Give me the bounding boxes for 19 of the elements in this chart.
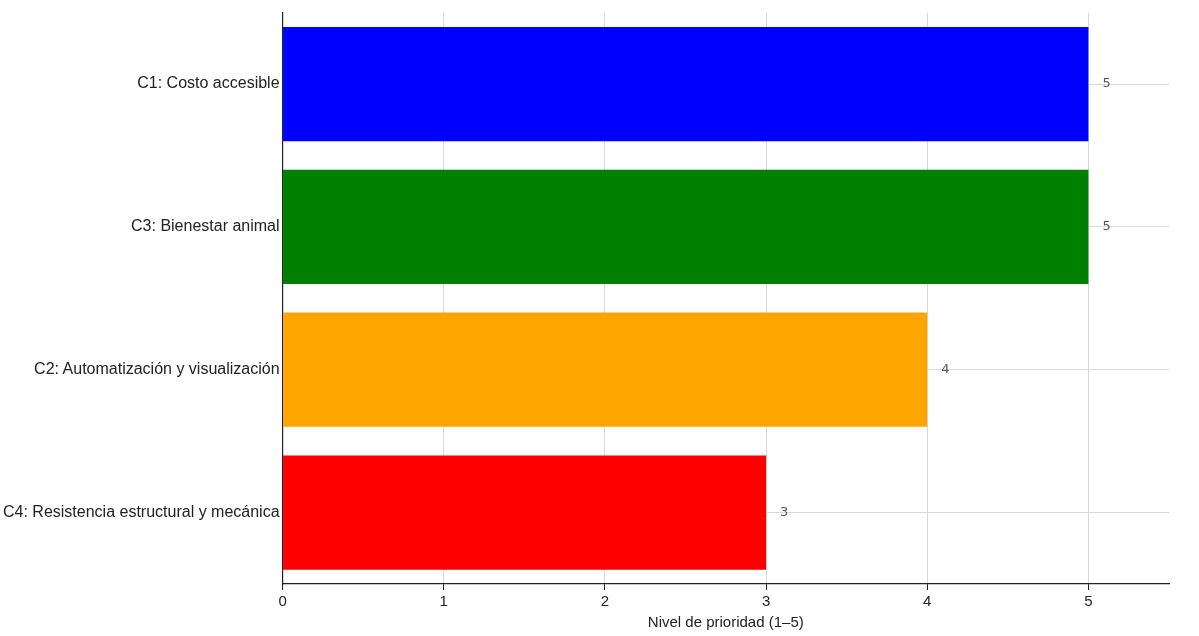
y-tick-label: C4: Resistencia estructural y mecánica xyxy=(2,502,280,520)
bar xyxy=(283,312,928,427)
data-label: 5 xyxy=(1102,218,1111,234)
data-label: 5 xyxy=(1102,75,1111,91)
bar xyxy=(283,169,1089,285)
y-tick-label: C1: Costo accesible xyxy=(137,74,280,92)
y-tick-label: C2: Automatización y visualización xyxy=(34,360,280,378)
x-tick-label: 1 xyxy=(439,592,448,610)
bar xyxy=(283,26,1089,142)
bar xyxy=(283,455,767,570)
data-label: 4 xyxy=(941,361,950,377)
x-tick-label: 0 xyxy=(278,592,287,610)
x-tick-label: 3 xyxy=(761,592,771,610)
x-tick-label: 5 xyxy=(1084,592,1093,610)
data-label: 3 xyxy=(780,503,789,519)
x-tick-label: 4 xyxy=(923,592,932,610)
y-tick-label: C3: Bienestar animal xyxy=(131,217,280,235)
x-tick-label: 2 xyxy=(600,592,610,610)
x-axis-title: Nivel de prioridad (1–5) xyxy=(647,613,804,631)
